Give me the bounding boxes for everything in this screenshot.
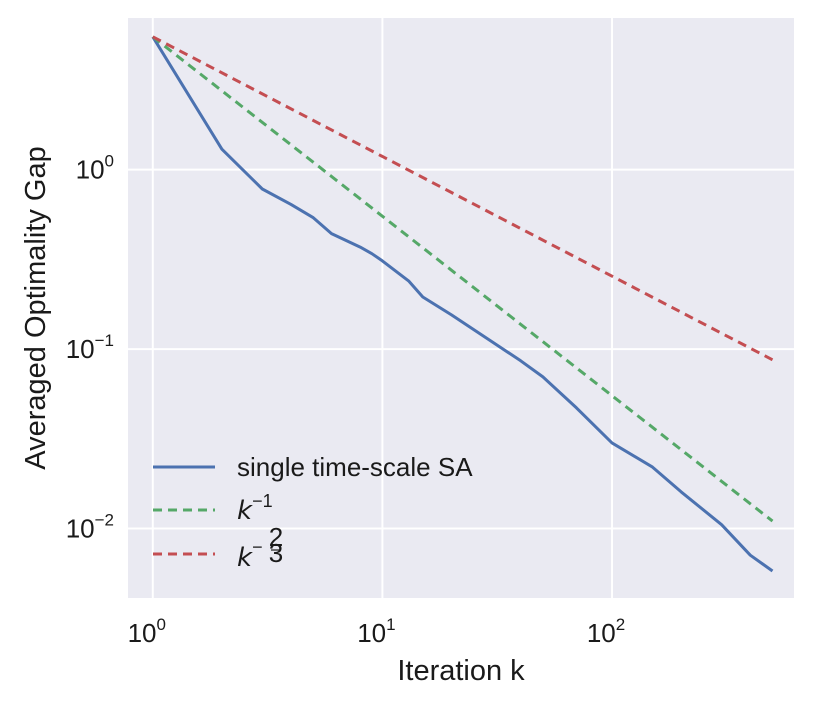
legend-k23-den: 3 [269, 538, 283, 568]
y-tick-label: 10−1 [66, 331, 114, 364]
legend-k1-exp: −1 [252, 491, 273, 511]
legend-label-k1: k−1 [237, 491, 273, 526]
x-tick-label: 102 [587, 615, 625, 648]
y-axis-label: Averaged Optimality Gap [20, 146, 52, 469]
x-tick-label: 101 [357, 615, 395, 648]
legend: single time-scale SA k−1 k− 2 3 [153, 452, 473, 573]
legend-k1-base: k [237, 496, 253, 526]
legend-k23-base: k [237, 543, 253, 573]
legend-label-sa: single time-scale SA [237, 452, 473, 482]
legend-k23-num: 2 [269, 522, 283, 552]
x-axis-label: Iteration k [397, 655, 525, 687]
grid [128, 18, 794, 598]
series-line-k23 [152, 35, 774, 362]
y-tick-label: 100 [76, 152, 114, 185]
series-line-k1 [151, 35, 774, 523]
y-tick-label: 10−2 [66, 511, 114, 544]
tick-labels: 100 101 102 100 10−1 10−2 [66, 152, 626, 648]
series-layer [151, 35, 774, 573]
series-line-sa [151, 36, 774, 573]
x-tick-label: 100 [128, 615, 166, 648]
plot-area [128, 18, 794, 598]
legend-label-k23: k− [237, 537, 263, 573]
legend-k23-minus: − [252, 537, 263, 557]
